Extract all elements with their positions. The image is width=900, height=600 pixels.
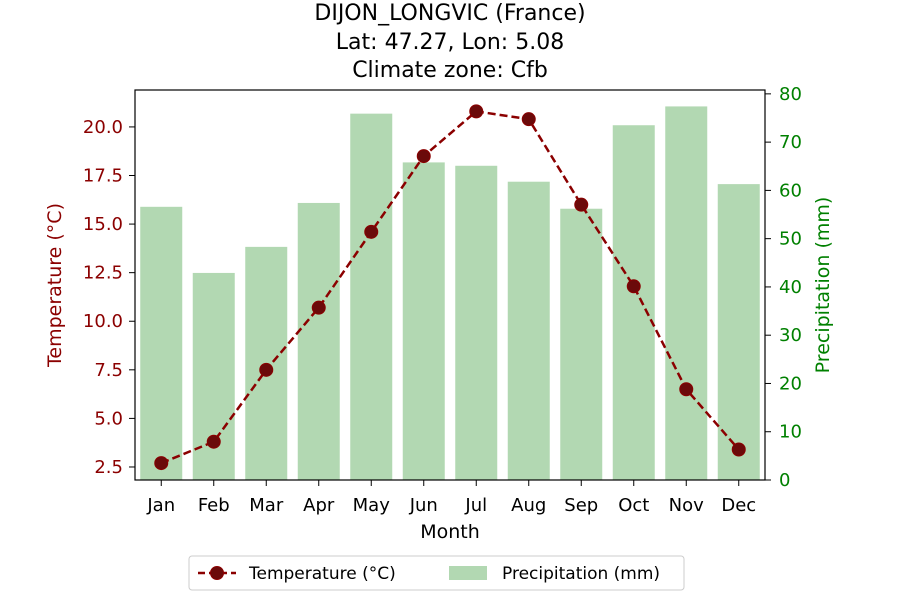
precipitation-bar-jul xyxy=(455,165,498,480)
precipitation-bar-aug xyxy=(507,181,550,480)
x-tick-label: Jun xyxy=(409,495,438,516)
precipitation-bar-jun xyxy=(402,162,445,480)
precipitation-bar-may xyxy=(350,113,393,480)
temperature-point-feb xyxy=(206,434,221,449)
right-tick-label: 40 xyxy=(779,277,802,298)
title-line-1: DIJON_LONGVIC (France) xyxy=(314,1,585,26)
x-axis: Jan Feb Mar Apr May Jun Jul Aug Sep Oct Nov Dec xyxy=(146,480,756,516)
temperature-point-apr xyxy=(311,300,326,315)
temperature-point-jun xyxy=(416,149,431,164)
x-tick-label: Oct xyxy=(618,495,649,516)
precipitation-bar-dec xyxy=(717,184,760,481)
temperature-point-dec xyxy=(731,442,746,457)
legend-box xyxy=(188,555,685,591)
x-tick-label: Jan xyxy=(146,495,175,516)
plot-frame xyxy=(134,89,766,481)
x-tick-label: Aug xyxy=(511,495,546,516)
temperature-point-jan xyxy=(154,456,169,471)
right-tick-label: 30 xyxy=(779,325,802,346)
left-tick-label: 15.0 xyxy=(83,214,123,235)
x-axis-label: Month xyxy=(420,521,480,543)
temperature-point-sep xyxy=(574,197,589,212)
left-tick-label: 5.0 xyxy=(94,408,123,429)
precipitation-bars xyxy=(140,106,760,481)
x-tick-label: Apr xyxy=(303,495,335,516)
right-y-axis-label: Precipitation (mm) xyxy=(812,197,834,374)
left-tick-label: 12.5 xyxy=(83,263,123,284)
precipitation-bar-sep xyxy=(560,208,603,481)
temperature-point-may xyxy=(364,224,379,239)
title-line-3: Climate zone: Cfb xyxy=(352,58,548,83)
left-tick-label: 7.5 xyxy=(94,360,123,381)
right-tick-label: 50 xyxy=(779,229,802,250)
right-tick-label: 20 xyxy=(779,373,802,394)
right-tick-label: 0 xyxy=(779,470,790,491)
temperature-point-aug xyxy=(521,112,536,127)
right-y-axis: 0 10 20 30 40 50 60 70 80 xyxy=(765,84,802,491)
legend-temperature-label: Temperature (°C) xyxy=(248,564,396,584)
temperature-point-oct xyxy=(626,279,641,294)
x-tick-label: Mar xyxy=(249,495,284,516)
legend-temperature-marker xyxy=(210,566,224,580)
right-tick-label: 80 xyxy=(779,84,802,105)
temperature-point-nov xyxy=(679,382,694,397)
precipitation-bar-apr xyxy=(297,202,340,480)
precipitation-bar-jan xyxy=(140,206,183,480)
temperature-point-jul xyxy=(469,104,484,119)
left-y-axis-label: Temperature (°C) xyxy=(44,203,66,368)
left-tick-label: 17.5 xyxy=(83,166,123,187)
precipitation-bar-nov xyxy=(665,106,708,480)
legend: Temperature (°C) Precipitation (mm) xyxy=(188,555,685,591)
legend-precipitation-swatch xyxy=(449,566,487,580)
x-tick-label: May xyxy=(353,495,391,516)
x-tick-label: Nov xyxy=(669,495,704,516)
left-tick-label: 10.0 xyxy=(83,311,123,332)
left-tick-label: 20.0 xyxy=(83,117,123,138)
temperature-line xyxy=(160,110,740,465)
x-tick-label: Jul xyxy=(464,495,487,516)
right-tick-label: 60 xyxy=(779,180,802,201)
temperature-point-mar xyxy=(259,362,274,377)
title-line-2: Lat: 47.27, Lon: 5.08 xyxy=(336,30,564,55)
right-tick-label: 10 xyxy=(779,422,802,443)
left-tick-label: 2.5 xyxy=(94,457,123,478)
temperature-series xyxy=(154,104,746,471)
left-y-axis: 2.5 5.0 7.5 10.0 12.5 15.0 17.5 20.0 xyxy=(83,117,135,478)
chart-title: DIJON_LONGVIC (France) Lat: 47.27, Lon: … xyxy=(314,1,585,83)
right-tick-label: 70 xyxy=(779,132,802,153)
legend-precipitation-label: Precipitation (mm) xyxy=(502,564,660,584)
x-tick-label: Sep xyxy=(564,495,598,516)
x-tick-label: Dec xyxy=(721,495,756,516)
precipitation-bar-oct xyxy=(612,125,655,481)
x-tick-label: Feb xyxy=(198,495,230,516)
